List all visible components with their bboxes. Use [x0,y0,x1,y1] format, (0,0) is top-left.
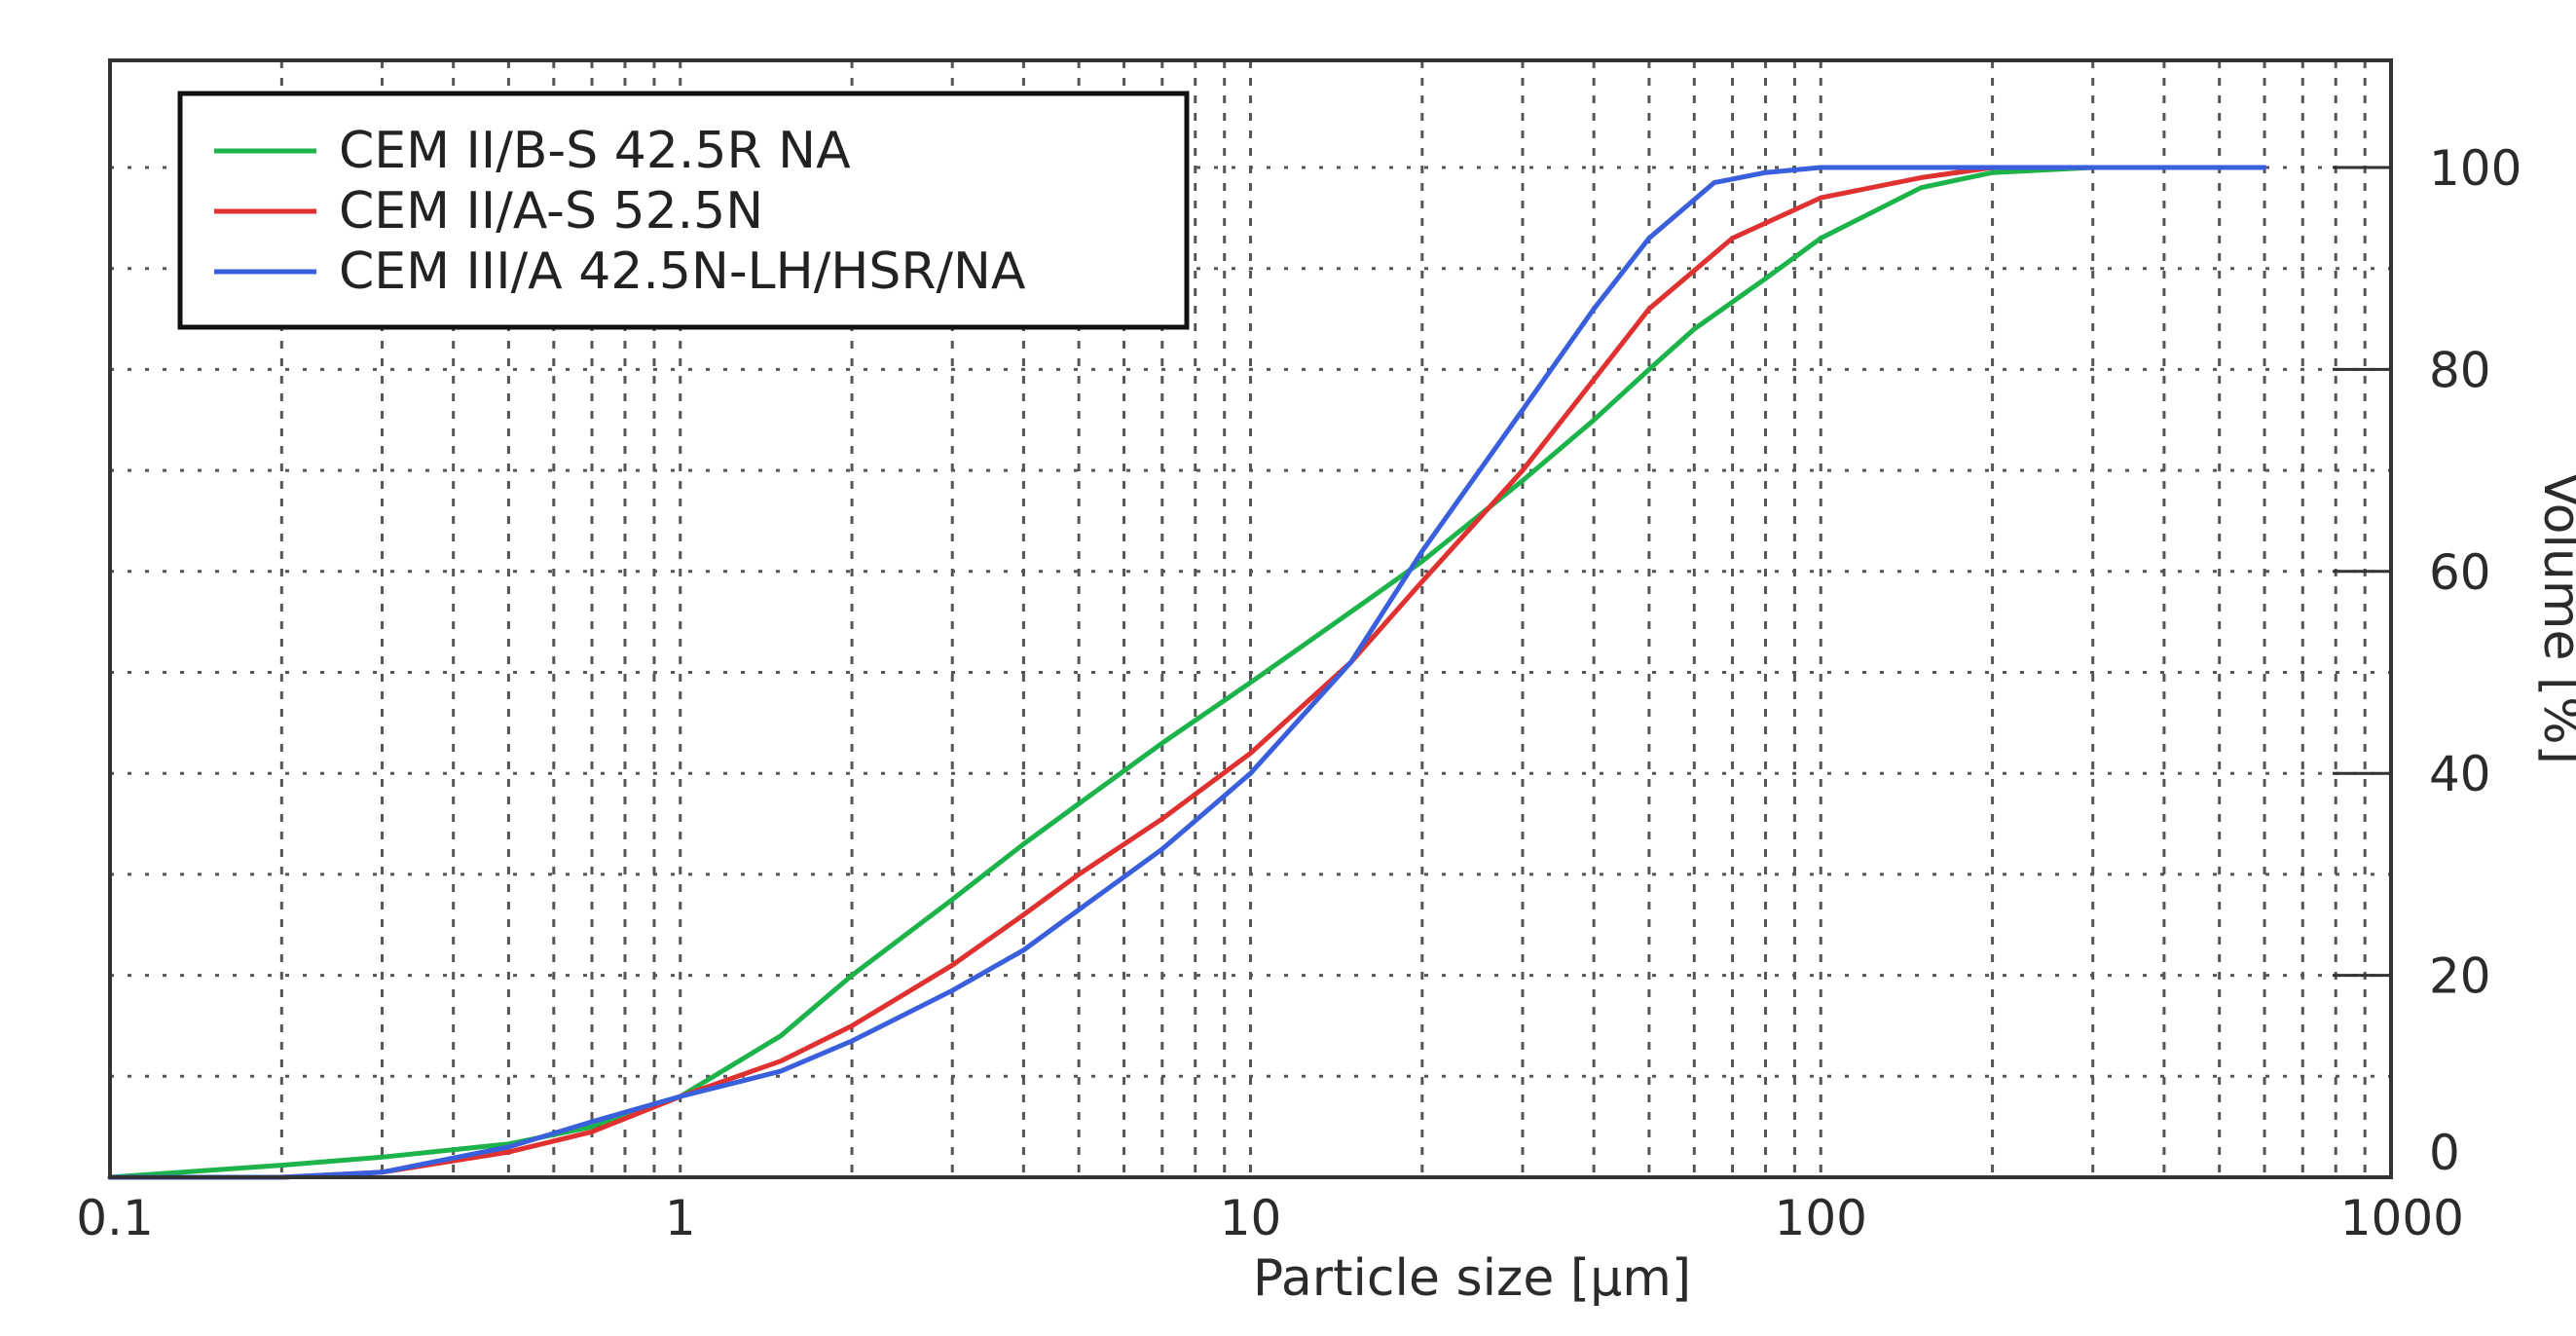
x-tick-label: 100 [1775,1190,1867,1246]
x-tick-label: 1 [665,1190,696,1246]
y-tick-label: 60 [2429,544,2491,601]
y-tick-label: 0 [2429,1125,2460,1181]
series-lines [107,165,2267,1180]
x-axis-title: Particle size [µm] [1253,1249,1691,1308]
y-tick-label: 80 [2429,342,2491,398]
x-tick-label: 0.1 [76,1190,154,1246]
legend-box [177,91,1190,330]
y-tick-label: 20 [2429,948,2491,1005]
series-line-2 [107,165,2267,1180]
y-tick-label: 40 [2429,746,2491,802]
legend-label: CEM II/B-S 42.5R NA [339,122,851,180]
legend-label: CEM II/A-S 52.5N [339,182,763,241]
y-axis-title: Volume [%] [2532,472,2576,764]
series-line-1 [107,165,2267,1180]
plot-frame [108,58,2393,1179]
series-line-3 [107,165,2267,1180]
axis-ticks: 0 20 40 60 80 100 0.1 1 10 100 1000 [76,140,2521,1246]
y-tick-label: 100 [2429,140,2521,197]
x-tick-label: 10 [1220,1190,1282,1246]
legend-label: CEM III/A 42.5N-LH/HSR/NA [339,242,1026,301]
x-tick-label: 1000 [2340,1190,2464,1246]
